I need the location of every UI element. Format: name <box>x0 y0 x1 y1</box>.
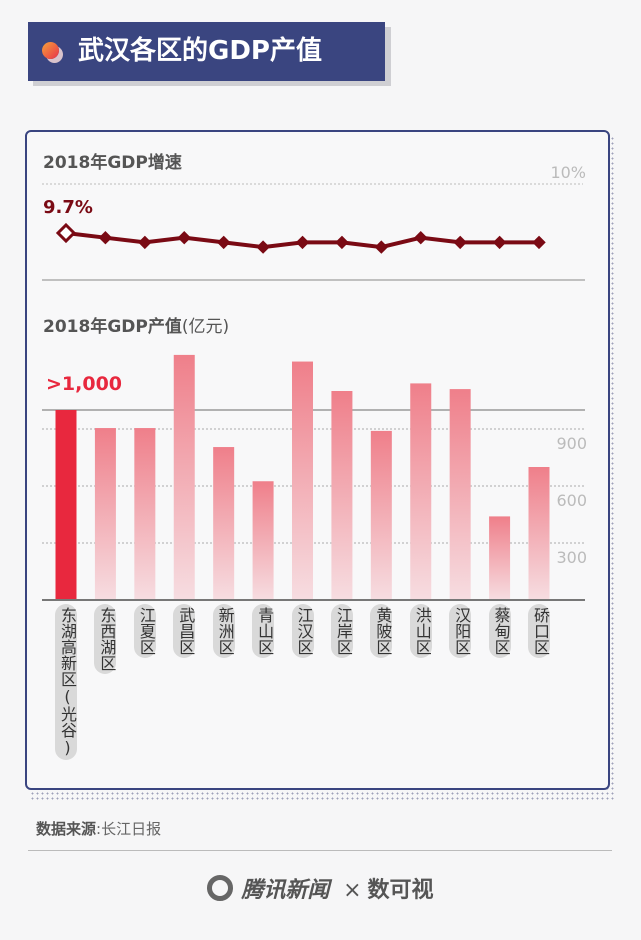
category-label: 蔡甸区 <box>488 604 511 658</box>
growth-tick-10: 10% <box>550 163 586 182</box>
growth-point <box>98 230 113 245</box>
category-label: 洪山区 <box>409 604 432 658</box>
growth-point <box>335 235 349 250</box>
category-label: 东湖高新区(光谷) <box>55 604 77 760</box>
gdp-chart-title: 2018年GDP产值(亿元) <box>43 312 229 337</box>
gdp-bar <box>252 481 274 600</box>
category-label: 汉阳区 <box>449 604 472 658</box>
gdp-tick-label: 900 <box>556 434 587 453</box>
growth-highlight-label: 9.7% <box>43 197 93 218</box>
category-label: 江夏区 <box>133 604 156 658</box>
gdp-bar <box>370 430 392 600</box>
growth-point <box>453 235 467 250</box>
gdp-bar <box>331 391 353 600</box>
category-label: 武昌区 <box>173 604 196 658</box>
source-label: 数据来源 <box>36 820 97 838</box>
gdp-bar <box>213 447 235 600</box>
gdp-unit: (亿元) <box>181 317 230 337</box>
source-value: :长江日报 <box>96 820 162 838</box>
page-title: 武汉各区的GDP产值 <box>78 36 322 66</box>
gdp-bar <box>173 354 195 600</box>
partner-name: 数可视 <box>367 878 434 903</box>
category-label: 江汉区 <box>291 604 314 658</box>
gdp-tick-label: 600 <box>556 491 587 510</box>
gdp-tick-label: 300 <box>556 548 587 567</box>
growth-point <box>492 235 507 250</box>
growth-point <box>177 230 191 245</box>
gdp-bar <box>528 467 550 600</box>
title-banner: 武汉各区的GDP产值 <box>28 22 385 81</box>
growth-point <box>55 222 77 244</box>
growth-point <box>295 235 310 250</box>
category-label: 东西湖区 <box>94 604 117 674</box>
category-label: 硚口区 <box>528 604 550 658</box>
gdp-bar <box>292 361 313 600</box>
times-sign: × <box>343 878 362 903</box>
tencent-news-logo-icon <box>207 875 234 901</box>
gdp-chart-title-text: 2018年GDP产值 <box>43 317 182 337</box>
footer-brand: 腾讯新闻 × 数可视 <box>0 872 641 904</box>
category-label: 新洲区 <box>212 604 235 658</box>
category-label: 黄陂区 <box>370 604 393 658</box>
growth-point <box>374 240 389 254</box>
data-source: 数据来源:长江日报 <box>36 818 161 839</box>
bullet-dot-icon <box>42 42 59 59</box>
gdp-bar <box>489 516 511 600</box>
gdp-bar <box>134 428 156 600</box>
category-label: 青山区 <box>252 604 275 658</box>
growth-point <box>532 235 546 250</box>
brand-name: 腾讯新闻 <box>241 878 330 903</box>
growth-point <box>256 240 270 254</box>
category-label: 江岸区 <box>330 604 353 658</box>
growth-point <box>216 235 231 250</box>
gdp-bar <box>449 389 471 600</box>
growth-point <box>414 230 428 245</box>
gdp-bar <box>410 383 432 600</box>
gdp-bar <box>55 410 77 600</box>
gdp-highlight-label: >1,000 <box>46 373 122 395</box>
growth-chart-title: 2018年GDP增速 <box>43 153 182 173</box>
growth-point <box>138 235 152 250</box>
gdp-bar <box>94 428 116 600</box>
divider <box>28 850 612 851</box>
